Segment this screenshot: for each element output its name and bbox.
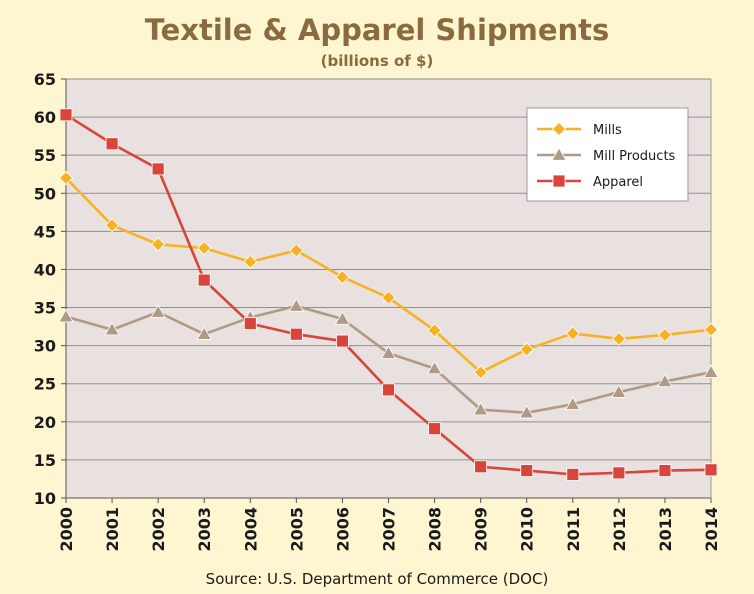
data-point-apparel <box>197 273 211 287</box>
legend: Mills Mill Products Apparel <box>526 107 689 202</box>
x-tick-label: 2001 <box>103 507 122 552</box>
x-tick-label: 2007 <box>380 507 399 552</box>
y-tick-label: 15 <box>34 451 56 470</box>
series-group <box>58 108 719 481</box>
y-tick-label: 45 <box>34 222 56 241</box>
data-point-mill-products <box>703 364 719 378</box>
y-tick-label: 30 <box>34 337 56 356</box>
data-point-mills <box>335 270 350 285</box>
y-tick-label: 35 <box>34 299 56 318</box>
y-tick-label: 40 <box>34 260 56 279</box>
data-point-mill-products <box>519 404 535 419</box>
y-tick-label: 55 <box>34 146 56 165</box>
data-point-apparel <box>428 422 441 436</box>
data-point-mills <box>105 218 120 233</box>
data-point-apparel <box>474 460 488 474</box>
x-tick-label: 2011 <box>564 507 583 552</box>
x-tick-label: 2003 <box>195 507 214 552</box>
data-point-mills <box>58 170 74 186</box>
data-point-mill-products <box>288 298 305 312</box>
data-point-mills <box>381 290 396 305</box>
data-point-mills <box>657 327 672 343</box>
data-point-apparel <box>151 162 165 176</box>
source-note: Source: U.S. Department of Commerce (DOC… <box>206 570 549 588</box>
data-point-mills <box>243 254 258 269</box>
data-point-mill-products <box>657 373 673 388</box>
x-tick-label: 2004 <box>241 507 260 552</box>
legend-label-mill-products: Mill Products <box>593 149 676 164</box>
data-point-apparel <box>658 464 672 477</box>
x-tick-label: 2006 <box>333 507 352 552</box>
x-tick-label: 2009 <box>472 507 491 552</box>
x-tick-label: 2005 <box>287 507 306 552</box>
x-tick-label: 2002 <box>149 507 168 552</box>
legend-item-mill-products: Mill Products <box>537 147 676 164</box>
x-tick-label: 2013 <box>656 507 675 552</box>
y-axis: 10 15 20 25 30 35 40 45 50 55 60 65 <box>34 70 66 508</box>
data-point-mills <box>611 331 626 346</box>
data-point-mill-products <box>380 345 397 359</box>
y-tick-label: 60 <box>34 108 56 127</box>
data-point-apparel <box>59 108 73 122</box>
data-point-mill-products <box>104 321 120 336</box>
data-point-mills <box>703 322 719 337</box>
x-tick-label: 2014 <box>702 507 721 552</box>
data-point-apparel <box>243 317 257 330</box>
series-mill-products <box>58 298 719 419</box>
data-point-apparel <box>382 383 395 397</box>
data-point-mill-products <box>150 304 166 318</box>
data-point-mills <box>289 243 304 258</box>
data-point-mills <box>427 323 442 338</box>
y-tick-label: 65 <box>34 70 56 89</box>
data-point-apparel <box>566 467 580 481</box>
data-point-mill-products <box>611 384 627 398</box>
data-point-mills <box>197 241 212 256</box>
data-point-apparel <box>336 334 349 348</box>
legend-marker-mills <box>551 121 567 137</box>
y-tick-label: 10 <box>34 489 56 508</box>
legend-marker-apparel <box>552 174 566 188</box>
legend-label-mills: Mills <box>593 123 622 138</box>
data-point-mills <box>565 326 580 341</box>
series-mills <box>58 170 719 380</box>
data-point-mill-products <box>426 360 443 375</box>
chart-title: Textile & Apparel Shipments <box>145 13 610 47</box>
data-point-mills <box>151 237 166 252</box>
x-tick-label: 2012 <box>610 507 629 552</box>
y-tick-label: 20 <box>34 413 56 432</box>
data-point-mills <box>473 365 488 380</box>
legend-marker-mill-products <box>551 147 567 161</box>
legend-item-apparel: Apparel <box>537 174 643 190</box>
data-point-mill-products <box>196 326 212 340</box>
data-point-mills <box>519 342 534 357</box>
x-tick-label: 2000 <box>57 507 76 552</box>
data-point-apparel <box>520 464 534 477</box>
y-tick-label: 50 <box>34 184 56 203</box>
x-tick-label: 2008 <box>426 507 445 552</box>
series-apparel <box>59 108 718 481</box>
chart-subtitle: (billions of $) <box>321 52 434 70</box>
data-point-apparel <box>704 463 718 477</box>
data-point-apparel <box>612 466 626 480</box>
data-point-mill-products <box>565 396 581 410</box>
data-point-apparel <box>289 327 303 341</box>
legend-label-apparel: Apparel <box>593 175 643 190</box>
data-point-mill-products <box>472 401 489 416</box>
x-tick-label: 2010 <box>518 507 537 552</box>
legend-item-mills: Mills <box>537 121 622 138</box>
data-point-apparel <box>105 137 119 151</box>
data-point-mill-products <box>334 311 351 325</box>
data-point-mill-products <box>58 308 74 323</box>
x-axis: 2000 2001 2002 2003 2004 2005 2006 2007 2008 2009… <box>57 498 721 552</box>
y-tick-label: 25 <box>34 375 56 394</box>
